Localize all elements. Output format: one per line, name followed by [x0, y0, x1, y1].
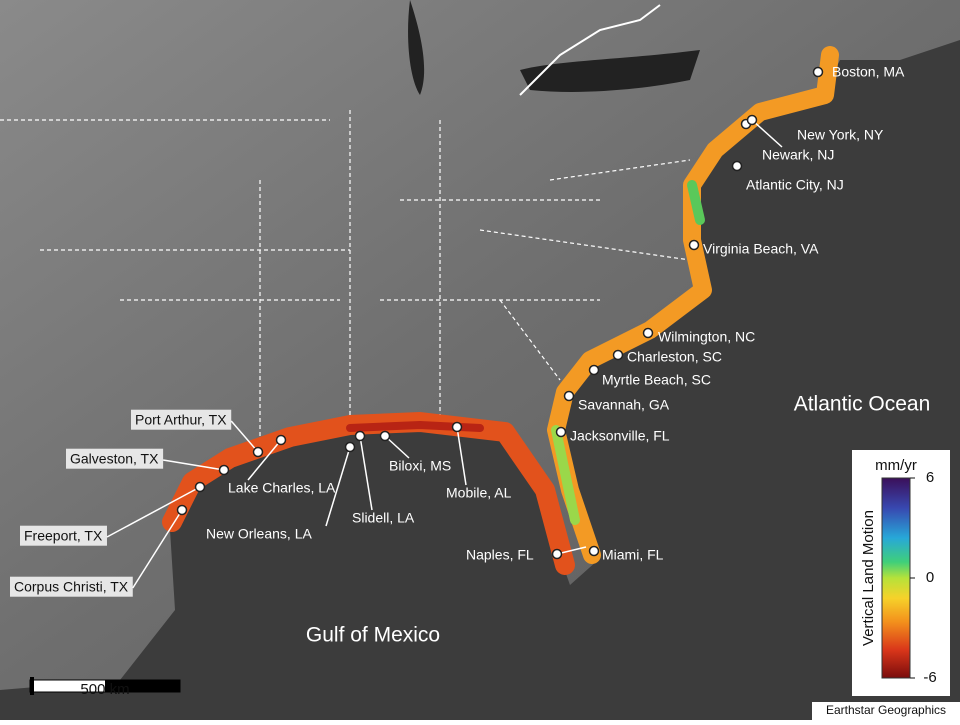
land [0, 0, 960, 690]
city-label: Port Arthur, TX [135, 412, 227, 428]
vlm-band [162, 46, 839, 575]
label-box [10, 576, 133, 597]
city-label: Naples, FL [466, 547, 534, 563]
city-dot [642, 327, 654, 339]
water-label: Atlantic Ocean [794, 393, 931, 416]
city-dot [612, 349, 624, 361]
label-box [131, 409, 232, 430]
city-dot [555, 426, 567, 438]
leader [456, 426, 467, 486]
legend-label: Vertical Land Motion [860, 510, 877, 646]
city-dot [252, 446, 264, 458]
city-dot [551, 548, 563, 560]
city-dot [588, 364, 600, 376]
leader [106, 486, 201, 538]
city-dot [379, 430, 391, 442]
leader [751, 119, 783, 148]
city-label: Mobile, AL [446, 485, 512, 501]
legend-tick-label: 0 [926, 569, 934, 586]
city-label: Savannah, GA [578, 397, 670, 413]
city-label: Slidell, LA [352, 510, 415, 526]
city-label: Newark, NJ [762, 147, 834, 163]
scale-bar-part [105, 680, 180, 692]
city-label: New Orleans, LA [206, 526, 312, 542]
legend-tick-label: -6 [923, 669, 936, 686]
scale-label: 500 km [80, 681, 129, 698]
city-label: Virginia Beach, VA [703, 241, 819, 257]
leader [162, 459, 225, 471]
city-label: Lake Charles, LA [228, 480, 336, 496]
colorbar [881, 477, 911, 679]
great-lakes [408, 0, 700, 95]
city-label: Galveston, TX [70, 451, 159, 467]
leader [230, 420, 259, 453]
city-dot [563, 390, 575, 402]
credit-box [812, 702, 960, 720]
city-dot [746, 114, 758, 126]
city-dot [218, 464, 230, 476]
city-dot [354, 430, 366, 442]
city-dot [812, 66, 824, 78]
legend-unit: mm/yr [875, 457, 917, 474]
leader [247, 439, 282, 481]
city-label: Wilmington, NC [658, 329, 755, 345]
city-dot [451, 421, 463, 433]
state-lines [0, 110, 691, 440]
city-label: Myrtle Beach, SC [602, 372, 711, 388]
city-label: Jacksonville, FL [570, 428, 670, 444]
city-dot [731, 160, 743, 172]
city-dot [275, 434, 287, 446]
city-dot [344, 441, 356, 453]
city-label: Atlantic City, NJ [746, 177, 844, 193]
city-dot [176, 504, 188, 516]
city-label: Biloxi, MS [389, 458, 451, 474]
water-label: Gulf of Mexico [306, 624, 440, 647]
leader [325, 446, 351, 527]
leader [384, 435, 410, 459]
city-dot [194, 481, 206, 493]
scale-tick [30, 677, 34, 695]
city-dot [688, 239, 700, 251]
legend-tick-label: 6 [926, 469, 934, 486]
city-label: Charleston, SC [627, 349, 722, 365]
label-box [20, 525, 107, 546]
city-label: Boston, MA [832, 64, 905, 80]
leader [132, 509, 183, 589]
city-label: Corpus Christi, TX [14, 579, 129, 595]
city-label: Miami, FL [602, 547, 664, 563]
city-dot [588, 545, 600, 557]
credit: Earthstar Geographics [826, 703, 946, 717]
label-box [66, 448, 164, 469]
city-label: New York, NY [797, 127, 884, 143]
city-label: Freeport, TX [24, 528, 103, 544]
border [519, 4, 661, 96]
leader [359, 435, 373, 511]
